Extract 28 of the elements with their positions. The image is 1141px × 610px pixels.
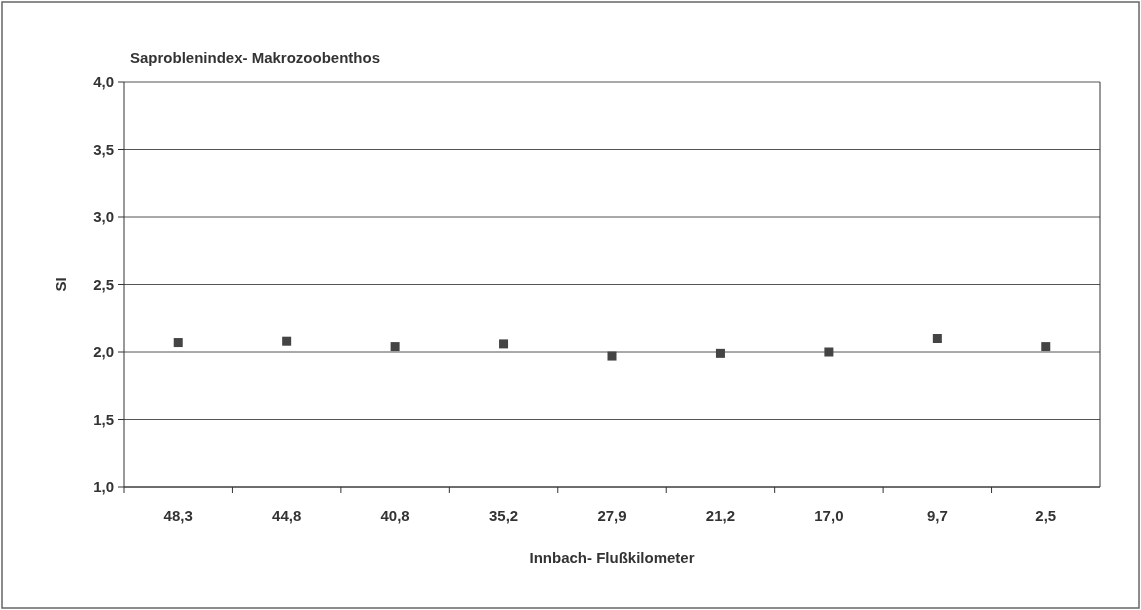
point (607, 351, 617, 361)
y-tick-label: 1,5 (93, 410, 114, 428)
y-tick-label: 1,0 (93, 478, 114, 496)
point (1041, 342, 1051, 352)
x-tick-label: 44,8 (272, 507, 302, 524)
y-tick-label: 3,5 (93, 140, 114, 158)
x-tick-label: 35,2 (488, 507, 519, 524)
x-tick-label: 2,5 (1035, 507, 1057, 524)
x-tick-label: 27,9 (597, 507, 627, 524)
point (282, 336, 292, 346)
x-tick-label: 17,0 (814, 507, 844, 524)
x-tick-label: 40,8 (380, 507, 410, 524)
point (824, 347, 834, 357)
y-tick-label: 3,0 (93, 208, 114, 226)
x-tick-label: 9,7 (926, 507, 948, 524)
y-tick-label: 2,0 (93, 343, 114, 361)
point (390, 342, 400, 352)
y-tick-label: 2,5 (93, 275, 114, 293)
chart-title: Saproblenindex- Makrozoobenthos (130, 49, 381, 66)
point (715, 348, 725, 358)
x-axis-title: Innbach- Flußkilometer (529, 549, 695, 566)
point (173, 338, 183, 348)
x-tick-label: 48,3 (163, 507, 193, 524)
y-axis-title: SI (52, 277, 69, 292)
y-tick-label: 4,0 (93, 73, 114, 91)
point (499, 339, 509, 349)
point (932, 334, 942, 343)
x-tick-label: 21,2 (705, 507, 736, 524)
